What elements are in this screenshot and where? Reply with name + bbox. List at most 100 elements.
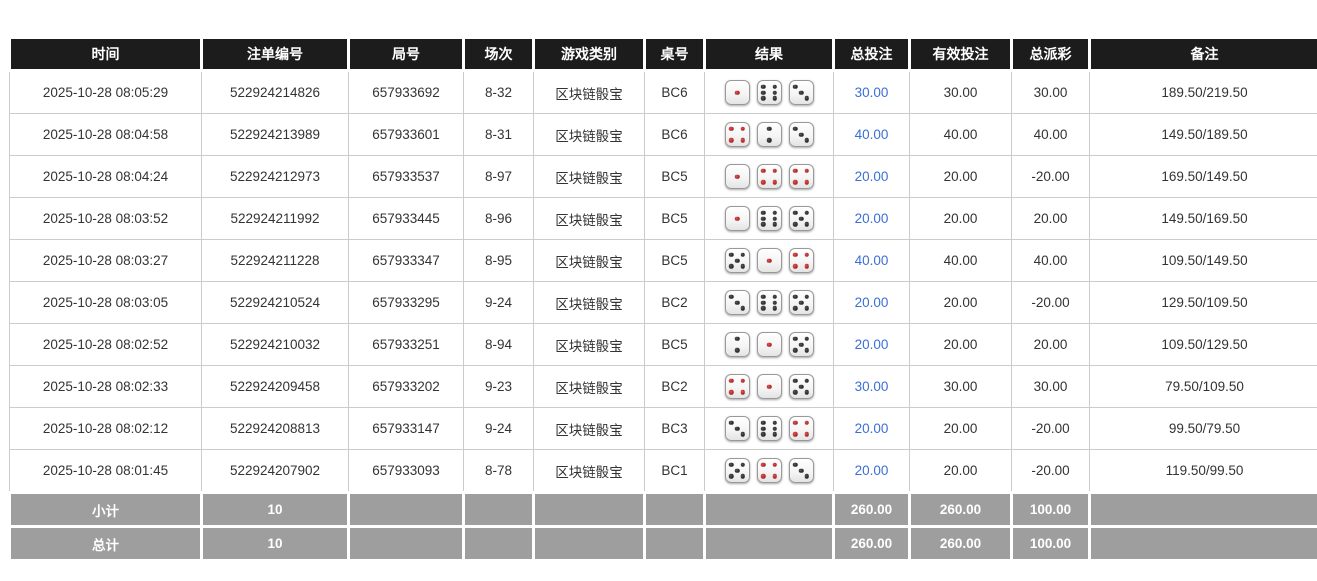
die-pip — [793, 168, 798, 174]
total-row: 总计 10 260.00 260.00 100.00 — [8, 525, 1317, 562]
total-bet-link[interactable]: 40.00 — [854, 253, 889, 268]
payout-cell: 20.00 — [1011, 197, 1090, 240]
total-bet-link[interactable]: 20.00 — [854, 169, 889, 184]
payout-cell: -20.00 — [1011, 407, 1090, 450]
die-pip — [793, 347, 798, 353]
die-icon-5 — [788, 290, 814, 315]
table-number-cell: BC2 — [644, 365, 705, 408]
die-icon-2 — [756, 122, 782, 147]
round-number-cell: 657933202 — [348, 365, 464, 408]
die-pip — [734, 300, 740, 305]
session-cell: 8-94 — [463, 323, 534, 366]
die-pip — [798, 468, 804, 473]
remark-cell: 149.50/189.50 — [1089, 113, 1317, 156]
table-row: 2025-10-28 08:03:05 522924210524 657933295… — [9, 281, 1317, 324]
total-bet-link[interactable]: 20.00 — [854, 421, 889, 436]
session-cell: 8-95 — [463, 239, 534, 282]
die-pip — [804, 420, 809, 426]
payout-cell: 20.00 — [1011, 323, 1090, 366]
die-pip — [804, 305, 809, 311]
die-pip — [798, 342, 804, 347]
total-bet-cell: 40.00 — [833, 239, 910, 282]
die-pip — [793, 294, 798, 300]
die-pip — [740, 389, 745, 395]
die-pip — [804, 179, 809, 185]
die-icon-6 — [756, 80, 782, 105]
total-bet-link[interactable]: 20.00 — [854, 295, 889, 310]
remark-cell: 169.50/149.50 — [1089, 155, 1317, 198]
die-pip — [798, 132, 804, 137]
die-pip — [740, 252, 745, 258]
table-number-cell: BC5 — [644, 155, 705, 198]
total-bet-cell: 20.00 — [833, 197, 910, 240]
die-pip — [729, 252, 734, 258]
dice-result — [707, 248, 831, 273]
total-bet-link[interactable]: 20.00 — [854, 337, 889, 352]
column-header-session: 场次 — [462, 36, 535, 72]
column-header-valid_bet: 有效投注 — [908, 36, 1013, 72]
die-icon-5 — [724, 248, 750, 273]
die-pip — [793, 389, 798, 395]
column-header-round_no: 局号 — [347, 36, 465, 72]
column-header-bet_no: 注单编号 — [200, 36, 350, 72]
bet-number-cell: 522924211992 — [201, 197, 349, 240]
die-pip — [804, 431, 809, 437]
die-icon-4 — [788, 416, 814, 441]
die-pip — [740, 137, 745, 143]
table-row: 2025-10-28 08:04:24 522924212973 657933537… — [9, 155, 1317, 198]
table-row: 2025-10-28 08:03:27 522924211228 657933347… — [9, 239, 1317, 282]
total-bet-link[interactable]: 20.00 — [854, 211, 889, 226]
result-cell — [704, 365, 834, 408]
die-icon-5 — [788, 206, 814, 231]
total-bet-cell: 20.00 — [833, 155, 910, 198]
die-icon-6 — [756, 416, 782, 441]
result-cell — [704, 407, 834, 450]
result-cell — [704, 323, 834, 366]
valid-bet-cell: 20.00 — [909, 449, 1012, 493]
die-pip — [729, 462, 734, 468]
die-pip — [766, 258, 772, 263]
total-bet-link[interactable]: 30.00 — [854, 379, 889, 394]
game-type-cell: 区块链骰宝 — [533, 449, 645, 493]
die-pip — [766, 126, 772, 132]
remark-cell: 119.50/99.50 — [1089, 449, 1317, 493]
die-pip — [793, 420, 798, 426]
die-pip — [804, 336, 809, 342]
total-bet-link[interactable]: 40.00 — [854, 127, 889, 142]
die-pip — [729, 137, 734, 143]
dice-result — [707, 164, 831, 189]
result-cell — [704, 281, 834, 324]
time-cell: 2025-10-28 08:02:52 — [9, 323, 202, 366]
subtotal-row-session-empty — [462, 491, 535, 528]
die-icon-1 — [724, 80, 750, 105]
total-bet-link[interactable]: 20.00 — [854, 463, 889, 478]
die-pip — [804, 378, 809, 384]
die-pip — [734, 174, 740, 179]
die-pip — [740, 305, 745, 311]
round-number-cell: 657933093 — [348, 449, 464, 493]
die-pip — [766, 384, 772, 389]
payout-cell: 40.00 — [1011, 239, 1090, 282]
session-cell: 8-32 — [463, 70, 534, 114]
subtotal-row-round-empty — [347, 491, 465, 528]
total-row-valid-bet: 260.00 — [908, 525, 1013, 562]
total-bet-link[interactable]: 30.00 — [854, 85, 889, 100]
total-row-total-bet: 260.00 — [832, 525, 911, 562]
column-header-result: 结果 — [703, 36, 835, 72]
die-pip — [729, 420, 734, 426]
result-cell — [704, 113, 834, 156]
dice-result — [707, 206, 831, 231]
table-number-cell: BC6 — [644, 113, 705, 156]
die-pip — [772, 420, 777, 426]
round-number-cell: 657933147 — [348, 407, 464, 450]
game-type-cell: 区块链骰宝 — [533, 239, 645, 282]
die-pip — [729, 473, 734, 479]
die-pip — [761, 294, 766, 300]
die-pip — [772, 84, 777, 90]
die-pip — [761, 420, 766, 426]
table-number-cell: BC6 — [644, 70, 705, 114]
table-number-cell: BC2 — [644, 281, 705, 324]
subtotal-row-valid-bet: 260.00 — [908, 491, 1013, 528]
die-pip — [729, 378, 734, 384]
die-icon-2 — [724, 332, 750, 357]
